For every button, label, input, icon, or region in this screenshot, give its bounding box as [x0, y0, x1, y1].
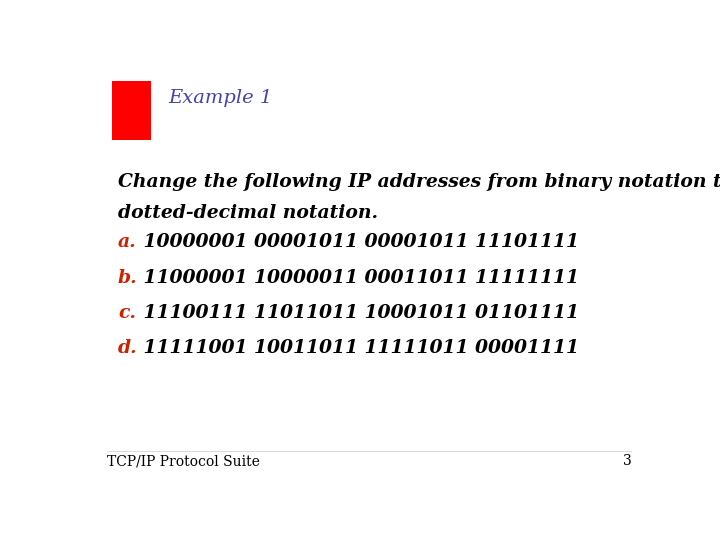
Text: TCP/IP Protocol Suite: TCP/IP Protocol Suite — [107, 454, 260, 468]
Text: b.: b. — [118, 268, 138, 287]
Text: d.: d. — [118, 339, 138, 357]
Bar — [112, 82, 151, 140]
Text: a.: a. — [118, 233, 137, 251]
Text: Example 1: Example 1 — [168, 89, 272, 107]
Text: 11100111 11011011 10001011 01101111: 11100111 11011011 10001011 01101111 — [138, 304, 580, 322]
Text: 11000001 10000011 00011011 11111111: 11000001 10000011 00011011 11111111 — [138, 268, 580, 287]
Text: 10000001 00001011 00001011 11101111: 10000001 00001011 00001011 11101111 — [138, 233, 580, 251]
Text: 11111001 10011011 11111011 00001111: 11111001 10011011 11111011 00001111 — [138, 339, 580, 357]
Text: dotted-decimal notation.: dotted-decimal notation. — [118, 204, 378, 222]
Text: Change the following IP addresses from binary notation to: Change the following IP addresses from b… — [118, 173, 720, 191]
Text: 3: 3 — [623, 454, 631, 468]
Text: c.: c. — [118, 304, 136, 322]
